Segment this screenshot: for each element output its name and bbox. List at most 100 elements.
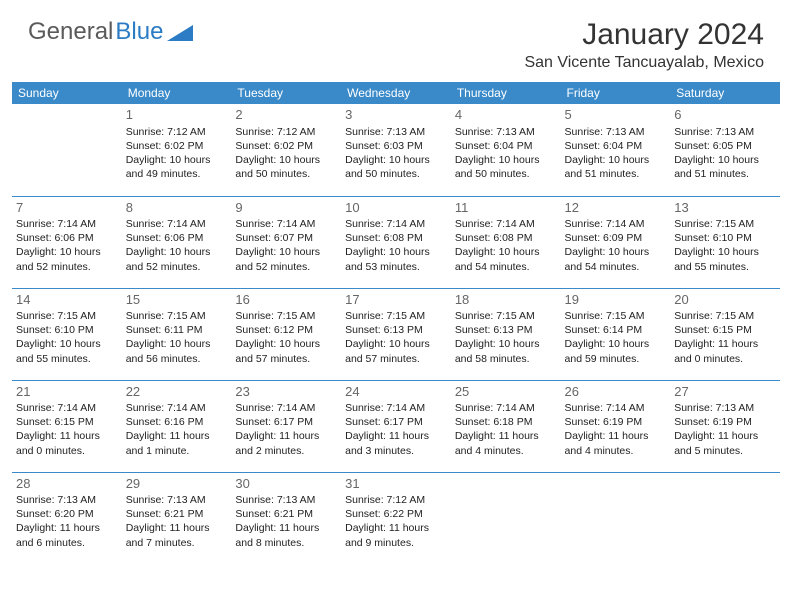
calendar-cell: 9Sunrise: 7:14 AMSunset: 6:07 PMDaylight… bbox=[231, 196, 341, 288]
sunrise-line: Sunrise: 7:14 AM bbox=[235, 217, 337, 231]
calendar-cell: 7Sunrise: 7:14 AMSunset: 6:06 PMDaylight… bbox=[12, 196, 122, 288]
sunrise-line: Sunrise: 7:15 AM bbox=[16, 309, 118, 323]
calendar-cell: 17Sunrise: 7:15 AMSunset: 6:13 PMDayligh… bbox=[341, 288, 451, 380]
sunrise-line: Sunrise: 7:13 AM bbox=[674, 125, 776, 139]
calendar-cell: 12Sunrise: 7:14 AMSunset: 6:09 PMDayligh… bbox=[561, 196, 671, 288]
month-title: January 2024 bbox=[524, 18, 764, 52]
sunrise-line: Sunrise: 7:15 AM bbox=[565, 309, 667, 323]
calendar-cell: 30Sunrise: 7:13 AMSunset: 6:21 PMDayligh… bbox=[231, 472, 341, 564]
sunrise-line: Sunrise: 7:14 AM bbox=[455, 401, 557, 415]
day-number: 13 bbox=[674, 199, 776, 217]
sunrise-line: Sunrise: 7:14 AM bbox=[16, 401, 118, 415]
day-number: 2 bbox=[235, 106, 337, 124]
weekday-header: Friday bbox=[561, 82, 671, 104]
calendar-cell bbox=[561, 472, 671, 564]
sunrise-line: Sunrise: 7:15 AM bbox=[345, 309, 447, 323]
calendar-cell: 28Sunrise: 7:13 AMSunset: 6:20 PMDayligh… bbox=[12, 472, 122, 564]
day-number: 25 bbox=[455, 383, 557, 401]
daylight-line: Daylight: 10 hours and 49 minutes. bbox=[126, 153, 228, 181]
daylight-line: Daylight: 11 hours and 8 minutes. bbox=[235, 521, 337, 549]
sunset-line: Sunset: 6:19 PM bbox=[565, 415, 667, 429]
sunrise-line: Sunrise: 7:14 AM bbox=[235, 401, 337, 415]
day-number: 20 bbox=[674, 291, 776, 309]
day-number: 1 bbox=[126, 106, 228, 124]
sunset-line: Sunset: 6:12 PM bbox=[235, 323, 337, 337]
day-number: 21 bbox=[16, 383, 118, 401]
day-number: 24 bbox=[345, 383, 447, 401]
daylight-line: Daylight: 11 hours and 1 minute. bbox=[126, 429, 228, 457]
sunrise-line: Sunrise: 7:14 AM bbox=[345, 217, 447, 231]
logo-text-blue: Blue bbox=[115, 18, 163, 46]
daylight-line: Daylight: 10 hours and 52 minutes. bbox=[16, 245, 118, 273]
daylight-line: Daylight: 10 hours and 56 minutes. bbox=[126, 337, 228, 365]
calendar-row: 1Sunrise: 7:12 AMSunset: 6:02 PMDaylight… bbox=[12, 104, 780, 196]
sunrise-line: Sunrise: 7:13 AM bbox=[455, 125, 557, 139]
sunset-line: Sunset: 6:07 PM bbox=[235, 231, 337, 245]
calendar-cell: 21Sunrise: 7:14 AMSunset: 6:15 PMDayligh… bbox=[12, 380, 122, 472]
calendar-cell: 14Sunrise: 7:15 AMSunset: 6:10 PMDayligh… bbox=[12, 288, 122, 380]
calendar-cell: 13Sunrise: 7:15 AMSunset: 6:10 PMDayligh… bbox=[670, 196, 780, 288]
calendar-cell: 3Sunrise: 7:13 AMSunset: 6:03 PMDaylight… bbox=[341, 104, 451, 196]
sunrise-line: Sunrise: 7:12 AM bbox=[126, 125, 228, 139]
calendar-cell: 22Sunrise: 7:14 AMSunset: 6:16 PMDayligh… bbox=[122, 380, 232, 472]
daylight-line: Daylight: 10 hours and 53 minutes. bbox=[345, 245, 447, 273]
calendar-cell: 11Sunrise: 7:14 AMSunset: 6:08 PMDayligh… bbox=[451, 196, 561, 288]
day-number: 23 bbox=[235, 383, 337, 401]
daylight-line: Daylight: 11 hours and 2 minutes. bbox=[235, 429, 337, 457]
calendar-cell: 29Sunrise: 7:13 AMSunset: 6:21 PMDayligh… bbox=[122, 472, 232, 564]
daylight-line: Daylight: 11 hours and 5 minutes. bbox=[674, 429, 776, 457]
sunrise-line: Sunrise: 7:15 AM bbox=[455, 309, 557, 323]
calendar-cell: 6Sunrise: 7:13 AMSunset: 6:05 PMDaylight… bbox=[670, 104, 780, 196]
calendar-cell: 18Sunrise: 7:15 AMSunset: 6:13 PMDayligh… bbox=[451, 288, 561, 380]
calendar-cell: 25Sunrise: 7:14 AMSunset: 6:18 PMDayligh… bbox=[451, 380, 561, 472]
daylight-line: Daylight: 10 hours and 52 minutes. bbox=[235, 245, 337, 273]
day-number: 17 bbox=[345, 291, 447, 309]
sunrise-line: Sunrise: 7:14 AM bbox=[565, 401, 667, 415]
daylight-line: Daylight: 11 hours and 7 minutes. bbox=[126, 521, 228, 549]
sunset-line: Sunset: 6:09 PM bbox=[565, 231, 667, 245]
calendar-row: 7Sunrise: 7:14 AMSunset: 6:06 PMDaylight… bbox=[12, 196, 780, 288]
weekday-header: Wednesday bbox=[341, 82, 451, 104]
calendar-row: 21Sunrise: 7:14 AMSunset: 6:15 PMDayligh… bbox=[12, 380, 780, 472]
sunset-line: Sunset: 6:13 PM bbox=[455, 323, 557, 337]
sunrise-line: Sunrise: 7:12 AM bbox=[345, 493, 447, 507]
sunrise-line: Sunrise: 7:14 AM bbox=[126, 217, 228, 231]
logo-triangle-icon bbox=[167, 23, 193, 41]
sunset-line: Sunset: 6:10 PM bbox=[674, 231, 776, 245]
sunset-line: Sunset: 6:13 PM bbox=[345, 323, 447, 337]
sunset-line: Sunset: 6:04 PM bbox=[455, 139, 557, 153]
daylight-line: Daylight: 11 hours and 6 minutes. bbox=[16, 521, 118, 549]
calendar-cell: 16Sunrise: 7:15 AMSunset: 6:12 PMDayligh… bbox=[231, 288, 341, 380]
daylight-line: Daylight: 10 hours and 54 minutes. bbox=[565, 245, 667, 273]
sunrise-line: Sunrise: 7:12 AM bbox=[235, 125, 337, 139]
sunrise-line: Sunrise: 7:14 AM bbox=[455, 217, 557, 231]
sunrise-line: Sunrise: 7:15 AM bbox=[235, 309, 337, 323]
sunset-line: Sunset: 6:15 PM bbox=[16, 415, 118, 429]
sunset-line: Sunset: 6:08 PM bbox=[455, 231, 557, 245]
sunset-line: Sunset: 6:19 PM bbox=[674, 415, 776, 429]
daylight-line: Daylight: 10 hours and 59 minutes. bbox=[565, 337, 667, 365]
weekday-header-row: SundayMondayTuesdayWednesdayThursdayFrid… bbox=[12, 82, 780, 104]
daylight-line: Daylight: 10 hours and 52 minutes. bbox=[126, 245, 228, 273]
sunrise-line: Sunrise: 7:13 AM bbox=[235, 493, 337, 507]
header: GeneralBlue January 2024 San Vicente Tan… bbox=[0, 0, 792, 76]
calendar-cell bbox=[451, 472, 561, 564]
sunset-line: Sunset: 6:21 PM bbox=[235, 507, 337, 521]
sunset-line: Sunset: 6:20 PM bbox=[16, 507, 118, 521]
weekday-header: Sunday bbox=[12, 82, 122, 104]
sunrise-line: Sunrise: 7:13 AM bbox=[674, 401, 776, 415]
day-number: 29 bbox=[126, 475, 228, 493]
daylight-line: Daylight: 11 hours and 3 minutes. bbox=[345, 429, 447, 457]
logo-text-gray: General bbox=[28, 18, 113, 46]
calendar-cell: 24Sunrise: 7:14 AMSunset: 6:17 PMDayligh… bbox=[341, 380, 451, 472]
sunrise-line: Sunrise: 7:14 AM bbox=[345, 401, 447, 415]
daylight-line: Daylight: 10 hours and 55 minutes. bbox=[16, 337, 118, 365]
calendar-cell: 19Sunrise: 7:15 AMSunset: 6:14 PMDayligh… bbox=[561, 288, 671, 380]
sunrise-line: Sunrise: 7:14 AM bbox=[126, 401, 228, 415]
daylight-line: Daylight: 11 hours and 0 minutes. bbox=[674, 337, 776, 365]
daylight-line: Daylight: 10 hours and 51 minutes. bbox=[565, 153, 667, 181]
day-number: 7 bbox=[16, 199, 118, 217]
daylight-line: Daylight: 11 hours and 0 minutes. bbox=[16, 429, 118, 457]
calendar-row: 14Sunrise: 7:15 AMSunset: 6:10 PMDayligh… bbox=[12, 288, 780, 380]
day-number: 14 bbox=[16, 291, 118, 309]
